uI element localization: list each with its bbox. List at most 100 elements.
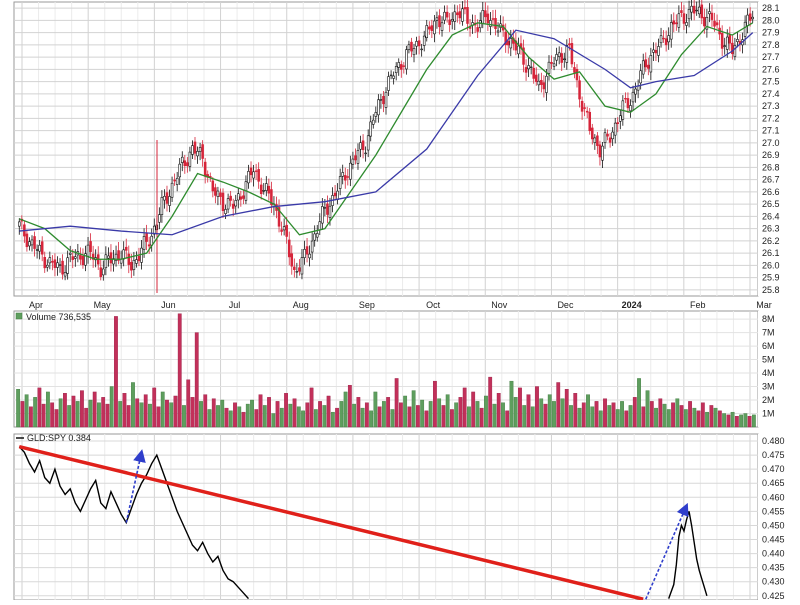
x-axis-label: Dec <box>557 300 574 310</box>
volume-bar <box>471 391 476 428</box>
volume-bar <box>535 386 539 428</box>
candle-body <box>328 205 332 218</box>
candle-body <box>211 180 215 192</box>
volume-bar <box>271 413 276 428</box>
volume-bar <box>169 402 174 428</box>
candle-body <box>293 266 296 270</box>
price-y-tick-label: 28.0 <box>762 15 780 25</box>
ratio-y-tick-label: 0.440 <box>762 549 785 559</box>
volume-bar <box>415 405 420 428</box>
candle-body <box>239 196 243 200</box>
price-y-tick-label: 26.9 <box>762 150 780 160</box>
candle-body <box>84 253 87 266</box>
volume-bar <box>445 394 450 428</box>
long-moving-average-line <box>19 29 754 236</box>
candle-body <box>201 144 204 159</box>
ratio-arrow <box>645 502 689 600</box>
volume-bar <box>373 391 378 428</box>
candle-body <box>644 59 648 68</box>
candle-body <box>682 13 686 24</box>
candle-body <box>89 241 92 252</box>
candle-body <box>400 64 403 70</box>
volume-bar <box>241 411 246 428</box>
candle-body <box>664 38 668 46</box>
candle-body <box>270 189 273 205</box>
candle-body <box>310 240 314 253</box>
candle-body <box>163 195 166 201</box>
candle-body <box>601 145 604 161</box>
candle-body <box>183 160 187 167</box>
volume-bar <box>509 380 514 428</box>
candle-body <box>178 163 181 178</box>
candle-body <box>715 22 719 26</box>
volume-bar <box>360 407 365 428</box>
candle-body <box>343 175 347 181</box>
candle-body <box>547 61 551 74</box>
volume-bar <box>292 398 297 428</box>
volume-bar <box>101 397 106 428</box>
candle-body <box>28 241 31 247</box>
candle-body <box>397 62 401 68</box>
volume-bar <box>228 410 233 428</box>
candle-body <box>524 67 528 73</box>
volume-bar <box>279 407 284 428</box>
volume-bar <box>67 405 72 428</box>
volume-bar <box>577 407 582 428</box>
candle-body <box>481 10 485 24</box>
candle-body <box>303 249 306 258</box>
volume-bar <box>288 403 293 428</box>
volume-bar <box>301 410 305 428</box>
volume-bar <box>139 402 144 428</box>
candle-body <box>48 257 52 264</box>
volume-bar <box>747 416 752 428</box>
x-axis-label: May <box>94 300 112 310</box>
volume-bar <box>220 399 225 428</box>
candle-body <box>86 244 90 257</box>
volume-bar <box>662 403 667 428</box>
volume-bar <box>552 401 556 428</box>
candle-body <box>677 13 681 28</box>
candle-body <box>247 171 250 184</box>
candle-body <box>461 8 464 22</box>
candle-body <box>448 19 451 25</box>
candle-body <box>509 38 513 49</box>
volume-y-tick-label: 8M <box>762 314 775 324</box>
candle-body <box>186 162 189 167</box>
candle-body <box>680 10 683 13</box>
candle-body <box>695 9 698 12</box>
volume-bar <box>16 389 21 428</box>
candle-body <box>611 131 614 140</box>
candle-body <box>415 41 418 47</box>
candle-body <box>214 187 217 196</box>
volume-bar <box>458 397 463 428</box>
candle-body <box>422 35 426 46</box>
volume-y-tick-label: 6M <box>762 341 775 351</box>
volume-y-tick-label: 5M <box>762 355 775 365</box>
candle-body <box>40 241 44 255</box>
volume-axis-area <box>758 311 800 427</box>
volume-legend-text: Volume 736,535 <box>26 312 91 322</box>
volume-bar <box>245 403 250 428</box>
candle-body <box>249 167 253 176</box>
candle-body <box>687 8 691 20</box>
candle-body <box>242 195 245 199</box>
candle-body <box>428 26 431 30</box>
volume-bar <box>751 414 756 428</box>
candle-body <box>657 46 660 56</box>
candle-body <box>38 244 41 252</box>
candle-body <box>552 63 556 67</box>
candle-body <box>231 203 235 209</box>
candle-body <box>506 40 510 46</box>
candle-body <box>649 55 653 73</box>
volume-bar <box>84 407 89 428</box>
volume-bar <box>467 406 471 428</box>
volume-bar <box>122 393 127 428</box>
volume-bar <box>637 378 641 428</box>
candle-body <box>336 190 339 200</box>
ratio-y-tick-label: 0.470 <box>762 464 785 474</box>
candle-body <box>259 184 263 195</box>
price-y-tick-label: 26.6 <box>762 187 780 197</box>
volume-bar <box>526 394 531 428</box>
candle-body <box>158 214 161 223</box>
candle-body <box>672 20 676 25</box>
